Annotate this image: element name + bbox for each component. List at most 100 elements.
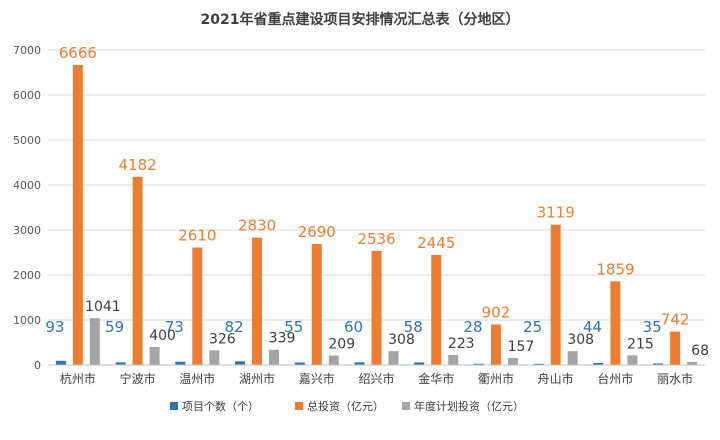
y-tick-label: 0 [34,359,41,372]
x-tick-label: 温州市 [179,371,215,386]
data-label-1: 60 [344,318,363,336]
data-label-2: 6666 [59,44,97,62]
bar-2 [132,176,143,365]
bar-3 [149,347,160,365]
bar-3 [328,355,339,365]
bar-1 [593,363,604,365]
data-label-2: 2690 [298,223,336,241]
gridlines [48,49,705,321]
legend-label: 项目个数（个） [182,400,259,413]
data-label-1: 73 [165,318,184,336]
data-label-3: 400 [149,328,176,344]
data-label-1: 44 [583,318,602,336]
data-label-3: 223 [448,336,475,352]
data-label-3: 209 [328,337,355,353]
data-label-3: 1041 [85,299,121,315]
y-tick-label: 1000 [13,314,41,327]
data-label-3: 339 [269,331,296,347]
data-label-1: 58 [404,318,423,336]
y-axis-ticks: 0 1000 2000 3000 4000 5000 6000 7000 [13,44,41,372]
data-label-1: 55 [284,318,303,336]
data-label-2: 2610 [178,227,216,245]
bar-3 [448,354,459,365]
chart-title: 2021年省重点建设项目安排情况汇总表（分地区） [201,11,520,28]
bar-2 [371,250,382,365]
bar-2 [490,324,501,365]
bar-1 [175,361,186,365]
x-tick-label: 衢州市 [478,371,514,386]
data-label-2: 4182 [118,156,156,174]
y-tick-label: 6000 [13,89,41,102]
data-label-3: 308 [388,332,415,348]
bar-2 [431,254,442,365]
bar-3 [89,318,100,365]
bar-3 [269,349,280,365]
data-label-2: 2536 [357,230,395,248]
y-tick-label: 4000 [13,179,41,192]
data-label-2: 2445 [417,234,455,252]
x-tick-label: 台州市 [597,371,633,386]
bar-1 [354,362,365,365]
bar-2 [192,247,203,365]
bars [55,65,698,365]
bar-1 [414,362,425,365]
legend-swatch [402,402,410,410]
bar-1 [533,363,544,365]
bar-2 [72,65,83,365]
data-label-2: 3119 [537,204,575,222]
data-label-3: 308 [567,332,594,348]
y-tick-label: 5000 [13,134,41,147]
bar-1 [473,363,484,365]
data-label-3: 215 [627,336,654,352]
y-tick-label: 7000 [13,44,41,57]
y-tick-label: 2000 [13,269,41,282]
bar-2 [610,281,621,365]
bar-1 [294,362,305,365]
data-label-1: 59 [105,318,124,336]
bar-3 [687,361,698,365]
data-label-3: 157 [508,339,535,355]
legend-label: 年度计划投资（亿元） [414,399,524,413]
bar-3 [388,351,399,365]
legend-swatch [295,402,303,410]
legend-label: 总投资（亿元） [307,399,384,413]
x-tick-label: 宁波市 [120,371,156,386]
data-label-2: 2830 [238,217,276,235]
x-tick-label: 杭州市 [60,371,96,386]
bar-2 [252,237,263,365]
data-label-1: 82 [224,318,243,336]
bar-1 [653,363,664,365]
bar-1 [235,361,246,365]
bar-2 [311,243,322,365]
x-tick-label: 金华市 [418,371,454,386]
x-tick-label: 丽水市 [657,371,693,386]
data-label-3: 68 [691,343,709,359]
bar-3 [209,350,220,365]
x-axis-ticks: 杭州市 宁波市 温州市 湖州市 嘉兴市 绍兴市 金华市 衢州市 舟山市 台州市 丽水市 [60,371,693,386]
legend-swatch [170,402,178,410]
legend: 项目个数（个） 总投资（亿元） 年度计划投资（亿元） [170,399,524,413]
data-label-2: 1859 [596,260,634,278]
data-label-3: 326 [209,331,236,347]
bar-2 [550,224,561,365]
data-label-2: 742 [661,311,690,329]
y-tick-label: 3000 [13,224,41,237]
bar-1 [55,360,66,365]
data-label-1: 35 [643,318,662,336]
x-tick-label: 舟山市 [538,371,574,386]
data-label-1: 25 [523,318,542,336]
bar-1 [115,362,126,365]
x-tick-label: 嘉兴市 [299,371,335,386]
data-label-2: 902 [482,303,511,321]
bar-3 [567,351,578,365]
x-tick-label: 湖州市 [239,371,275,386]
bar-3 [507,357,518,365]
data-label-1: 93 [45,318,64,336]
x-tick-label: 绍兴市 [358,371,394,386]
bar-3 [627,355,638,365]
data-label-1: 28 [463,318,482,336]
